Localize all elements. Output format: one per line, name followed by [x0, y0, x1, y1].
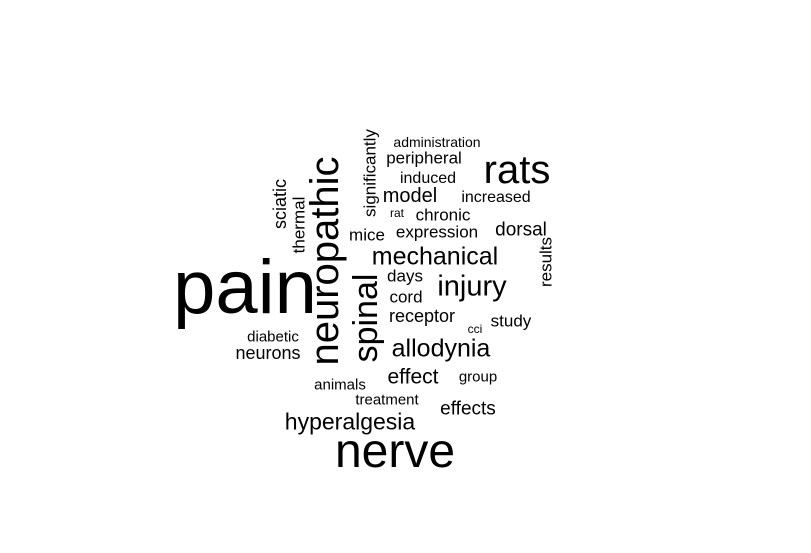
word-thermal: thermal	[289, 196, 309, 254]
word-peripheral: peripheral	[386, 148, 462, 168]
word-animals: animals	[314, 376, 366, 394]
word-dorsal: dorsal	[495, 219, 547, 241]
word-injury: injury	[437, 270, 507, 303]
word-neuropathic: neuropathic	[303, 156, 347, 366]
word-model: model	[382, 185, 438, 207]
word-diabetic: diabetic	[247, 328, 299, 346]
word-pain: pain	[173, 245, 317, 330]
word-treatment: treatment	[355, 391, 419, 409]
word-cord: cord	[389, 287, 423, 307]
word-cci: cci	[467, 322, 483, 336]
word-induced: induced	[399, 170, 457, 187]
word-administration: administration	[393, 134, 481, 150]
word-rats: rats	[483, 148, 551, 192]
word-group: group	[458, 368, 498, 386]
word-mice: mice	[349, 225, 385, 245]
word-study: study	[490, 311, 532, 331]
word-receptor: receptor	[388, 306, 456, 326]
word-significantly: significantly	[360, 129, 380, 217]
word-effects: effects	[440, 398, 496, 420]
word-rat: rat	[389, 206, 405, 220]
word-increased: increased	[461, 189, 531, 206]
word-results: results	[536, 236, 556, 288]
word-spinal: spinal	[347, 273, 385, 363]
word-sciatic: sciatic	[270, 178, 290, 230]
word-allodynia: allodynia	[391, 334, 491, 363]
word-nerve: nerve	[334, 425, 456, 478]
word-hyperalgesia: hyperalgesia	[284, 408, 416, 435]
word-expression: expression	[395, 222, 479, 242]
word-mechanical: mechanical	[371, 242, 499, 271]
word-chronic: chronic	[415, 205, 471, 225]
word-days: days	[387, 266, 423, 286]
word-effect: effect	[387, 365, 439, 389]
word-neurons: neurons	[235, 343, 301, 363]
